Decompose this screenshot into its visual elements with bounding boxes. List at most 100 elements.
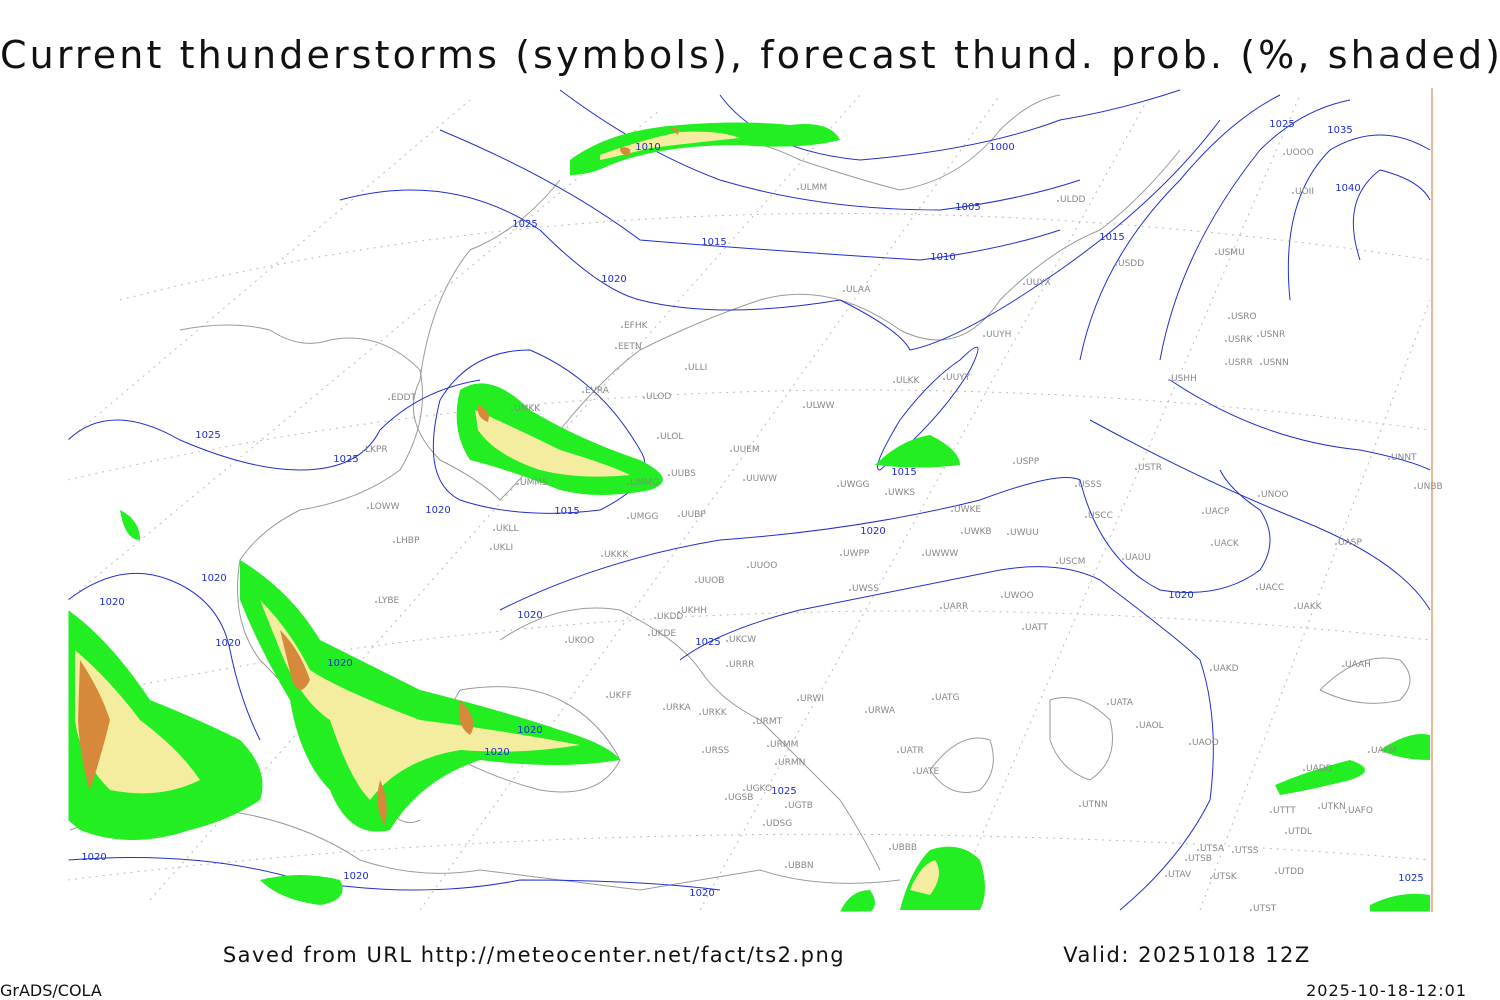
station-dot — [627, 517, 629, 519]
station-label: UNOO — [1261, 490, 1289, 500]
station-dot — [1202, 512, 1204, 514]
station-dot — [1228, 317, 1230, 319]
station-dot — [1023, 283, 1025, 285]
station-label: UTTT — [1273, 806, 1296, 816]
station-label: UKDD — [657, 612, 683, 622]
station-dot — [511, 409, 513, 411]
station-dot — [1001, 596, 1003, 598]
station-label: UTSS — [1235, 846, 1259, 856]
station-dot — [362, 450, 364, 452]
isobar-label: 1025 — [1398, 873, 1423, 884]
station-label: USNN — [1263, 358, 1289, 368]
station-label: UWSS — [852, 584, 879, 594]
station-label: URMM — [770, 740, 798, 750]
station-label: UAOO — [1192, 738, 1219, 748]
software: GrADS/COLA — [0, 981, 102, 1000]
station-label: UAUU — [1125, 553, 1151, 563]
station-label: UWGG — [840, 480, 869, 490]
station-label: LOWW — [370, 502, 400, 512]
station-label: UAAH — [1345, 660, 1371, 670]
station-label: UBBB — [892, 843, 917, 853]
station-dot — [678, 611, 680, 613]
isobar-label: 1035 — [1327, 125, 1352, 136]
station-dot — [767, 745, 769, 747]
station-dot — [753, 722, 755, 724]
station-label: UTST — [1253, 904, 1277, 914]
isobar-label: 1005 — [955, 202, 980, 213]
station-dot — [1168, 379, 1170, 381]
station-dot — [367, 507, 369, 509]
title: Current thunderstorms (symbols), forecas… — [0, 33, 1500, 77]
station-label: URSS — [705, 746, 730, 756]
station-dot — [726, 640, 728, 642]
station-dot — [1135, 468, 1137, 470]
station-label: UUOO — [750, 561, 777, 571]
station-label: UAFO — [1348, 806, 1373, 816]
station-dot — [726, 665, 728, 667]
station-label: LKPR — [365, 445, 388, 455]
station-dot — [490, 548, 492, 550]
station-label: UWKS — [888, 488, 915, 498]
isobar-label: 1015 — [701, 237, 726, 248]
station-dot — [1260, 363, 1262, 365]
isobar-label: 1040 — [1335, 183, 1360, 194]
station-dot — [1225, 363, 1227, 365]
station-dot — [565, 641, 567, 643]
station-label: UTDD — [1278, 867, 1304, 877]
station-dot — [1270, 811, 1272, 813]
station-label: EETN — [618, 342, 642, 352]
isobar-label: 1020 — [81, 852, 106, 863]
station-dot — [865, 711, 867, 713]
station-label: UAKK — [1297, 602, 1323, 612]
station-label: UATR — [900, 746, 924, 756]
isobar-label: 1020 — [517, 725, 542, 736]
thunderstorm-probability — [68, 122, 1430, 912]
isobar-label: 1025 — [333, 454, 358, 465]
station-dot — [388, 398, 390, 400]
station-dot — [961, 532, 963, 534]
station-label: UUYX — [1026, 278, 1051, 288]
station-dot — [657, 437, 659, 439]
station-label: EFHK — [624, 321, 649, 331]
station-dot — [1013, 462, 1015, 464]
isobar-label: 1015 — [1099, 232, 1124, 243]
station-dot — [803, 406, 805, 408]
station-dot — [615, 347, 617, 349]
station-label: UKFF — [609, 691, 632, 701]
station-dot — [1232, 851, 1234, 853]
station-dot — [775, 763, 777, 765]
station-dot — [1388, 458, 1390, 460]
station-label: ULWW — [806, 401, 835, 411]
station-label: EDDT — [391, 393, 417, 403]
station-dot — [699, 713, 701, 715]
station-label: URKA — [666, 703, 692, 713]
station-label: UDSG — [766, 819, 792, 829]
map: EFHK EETN EVRA ULOD UMKK ULOL UUEM UMMS UUWW EDDT… — [67, 87, 1443, 914]
station-label: UTNN — [1082, 800, 1108, 810]
station-dot — [1292, 192, 1294, 194]
station-dot — [1197, 849, 1199, 851]
isobar-label: 1020 — [601, 274, 626, 285]
station-dot — [943, 378, 945, 380]
station-dot — [1136, 726, 1138, 728]
station-label: UUBP — [681, 510, 706, 520]
station-label: UMGG — [630, 512, 658, 522]
isobar-label: 1020 — [484, 747, 509, 758]
station-label: UASP — [1338, 538, 1362, 548]
station-label: ULDD — [1060, 195, 1086, 205]
station-label: UTDL — [1288, 827, 1312, 837]
station-label: UTSB — [1188, 854, 1212, 864]
station-label: USNR — [1260, 330, 1285, 340]
station-dot — [983, 335, 985, 337]
station-label: UMMG — [630, 478, 659, 488]
station-dot — [1285, 832, 1287, 834]
isobar-label: 1020 — [860, 526, 885, 537]
station-dot — [940, 607, 942, 609]
isobar-label: 1020 — [99, 597, 124, 608]
station-dot — [627, 483, 629, 485]
station-dot — [493, 529, 495, 531]
station-label: ULOD — [646, 392, 671, 402]
station-dot — [1185, 859, 1187, 861]
station-dot — [1189, 743, 1191, 745]
station-dot — [1258, 495, 1260, 497]
